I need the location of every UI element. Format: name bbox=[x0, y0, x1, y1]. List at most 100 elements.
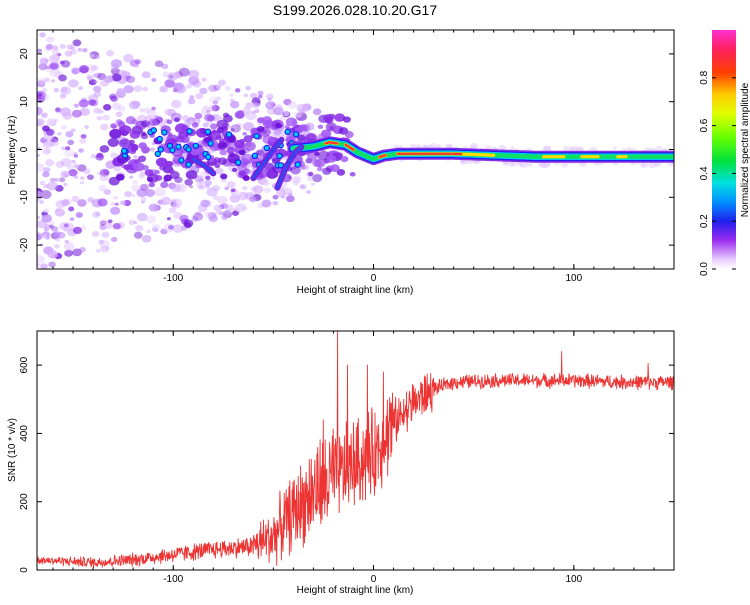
spectrogram-noise-blob bbox=[311, 182, 315, 185]
spectrogram-noise-blob bbox=[79, 66, 88, 73]
spectrogram-noise-blob bbox=[71, 69, 78, 74]
spectrogram-noise-blob bbox=[52, 49, 59, 55]
spectrogram-noise-blob bbox=[61, 87, 68, 93]
spectrogram-noise-blob bbox=[42, 125, 50, 131]
spectrogram-noise-blob bbox=[99, 240, 109, 248]
spectrogram-cluster-blob bbox=[116, 119, 123, 125]
spectrogram-cluster-blob bbox=[262, 116, 272, 124]
spectrogram-noise-blob bbox=[167, 217, 171, 220]
spectrogram-noise-blob bbox=[306, 190, 311, 194]
spectrogram-noise-blob bbox=[152, 206, 159, 211]
spectrogram-noise-blob bbox=[142, 71, 151, 78]
ridge-core bbox=[464, 154, 494, 155]
spectrogram-xlabel: Height of straight line (km) bbox=[297, 285, 414, 296]
spectrogram-haze-blob bbox=[654, 163, 659, 167]
spectrogram-noise-blob bbox=[68, 79, 79, 87]
colorbar-tick-label: 0.2 bbox=[699, 214, 710, 228]
spectrogram-cluster-blob bbox=[165, 161, 173, 167]
spectrogram-noise-blob bbox=[43, 184, 49, 189]
spectrogram-noise-blob bbox=[133, 85, 142, 92]
spectrogram-hot-spot-core bbox=[279, 163, 283, 167]
spectrogram-hot-spot-core bbox=[265, 146, 269, 150]
spectrogram-noise-blob bbox=[98, 185, 107, 192]
spectrogram-cluster-blob bbox=[244, 141, 256, 151]
spectrogram-noise-blob bbox=[244, 112, 248, 115]
spectrogram-noise-blob bbox=[245, 86, 251, 91]
spectrogram-noise-blob bbox=[296, 114, 302, 119]
spectrogram-noise-blob bbox=[92, 211, 100, 218]
spectrogram-noise-blob bbox=[60, 44, 66, 49]
spectrogram-cluster-blob bbox=[268, 136, 275, 142]
spectrogram-cluster-blob bbox=[174, 118, 180, 123]
spectrogram-noise-blob bbox=[64, 250, 73, 257]
spectrogram-xtick-label: 0 bbox=[371, 273, 377, 284]
spectrogram-noise-blob bbox=[43, 148, 51, 155]
spectrogram-noise-blob bbox=[123, 85, 133, 93]
spectrogram-hot-spot-core bbox=[206, 155, 210, 159]
spectrogram-noise-blob bbox=[124, 191, 132, 197]
spectrogram-cluster-blob bbox=[148, 118, 157, 126]
spectrogram-noise-blob bbox=[36, 154, 40, 157]
spectrogram-noise-blob bbox=[75, 212, 82, 218]
spectrogram-noise-blob bbox=[202, 78, 207, 82]
spectrogram-noise-blob bbox=[273, 195, 279, 200]
spectrogram-hot-spot-core bbox=[152, 128, 156, 132]
spectrogram-haze-blob bbox=[528, 163, 533, 167]
spectrogram-noise-blob bbox=[32, 107, 42, 115]
spectrogram-noise-blob bbox=[150, 147, 155, 151]
spectrogram-noise-blob bbox=[94, 91, 101, 97]
spectrogram-noise-blob bbox=[70, 217, 74, 221]
spectrogram-noise-blob bbox=[92, 199, 103, 208]
spectrogram-noise-blob bbox=[161, 197, 171, 205]
spectrogram-noise-blob bbox=[134, 232, 143, 239]
spectrogram-hot-spot-core bbox=[122, 149, 126, 153]
spectrogram-noise-blob bbox=[78, 86, 83, 90]
snr-ytick-label: 200 bbox=[19, 493, 30, 510]
spectrogram-cluster-blob bbox=[217, 120, 229, 129]
spectrogram-noise-blob bbox=[267, 101, 275, 107]
spectrogram-noise-blob bbox=[93, 80, 97, 84]
spectrogram-noise-blob bbox=[43, 208, 49, 213]
spectrogram-noise-blob bbox=[106, 50, 114, 56]
spectrogram-cluster-blob bbox=[141, 120, 150, 127]
spectrogram-cluster-blob bbox=[234, 140, 244, 148]
spectrogram-noise-blob bbox=[41, 94, 49, 101]
spectrogram-cluster-blob bbox=[205, 176, 210, 180]
spectrogram-noise-blob bbox=[72, 110, 82, 118]
spectrogram-noise-blob bbox=[135, 225, 143, 232]
spectrogram-ytick-label: 20 bbox=[19, 48, 30, 60]
spectrogram-cluster-blob bbox=[109, 129, 121, 139]
spectrogram-noise-blob bbox=[131, 194, 135, 197]
spectrogram-noise-blob bbox=[164, 109, 173, 116]
spectrogram-cluster-blob bbox=[275, 123, 282, 128]
spectrogram-cluster-blob bbox=[317, 167, 323, 172]
spectrogram-cluster-blob bbox=[329, 126, 334, 130]
spectrogram-noise-blob bbox=[40, 58, 49, 65]
spectrogram-noise-blob bbox=[51, 55, 59, 61]
spectrogram-noise-blob bbox=[238, 110, 244, 115]
colorbar-tick-label: 0.0 bbox=[699, 262, 710, 276]
spectrogram-noise-blob bbox=[186, 84, 192, 89]
spectrogram-noise-blob bbox=[252, 102, 260, 108]
spectrogram-noise-blob bbox=[78, 148, 84, 153]
spectrogram-noise-blob bbox=[47, 250, 58, 258]
spectrogram-noise-blob bbox=[159, 86, 167, 92]
spectrogram-noise-blob bbox=[224, 186, 229, 190]
snr-plot-area bbox=[37, 331, 674, 570]
spectrogram-noise-blob bbox=[245, 103, 253, 109]
spectrogram-noise-blob bbox=[307, 177, 313, 182]
spectrogram-hot-spot-core bbox=[206, 130, 210, 134]
spectrogram-noise-blob bbox=[217, 196, 227, 204]
colorbar: 0.00.20.40.60.8 Normalized spectral ampl… bbox=[699, 30, 750, 276]
spectrogram-haze-blob bbox=[544, 145, 552, 151]
spectrogram-noise-blob bbox=[96, 249, 101, 253]
spectrogram-noise-blob bbox=[140, 197, 146, 202]
spectrogram-noise-blob bbox=[40, 263, 48, 269]
spectrogram-cluster-blob bbox=[343, 116, 351, 122]
snr-ytick-label: 0 bbox=[19, 567, 30, 573]
snr-ylabel: SNR (10 * v/v) bbox=[7, 418, 18, 482]
spectrogram-haze-blob bbox=[613, 147, 617, 150]
spectrogram-cluster-blob bbox=[308, 172, 313, 176]
spectrogram-noise-blob bbox=[225, 86, 231, 91]
